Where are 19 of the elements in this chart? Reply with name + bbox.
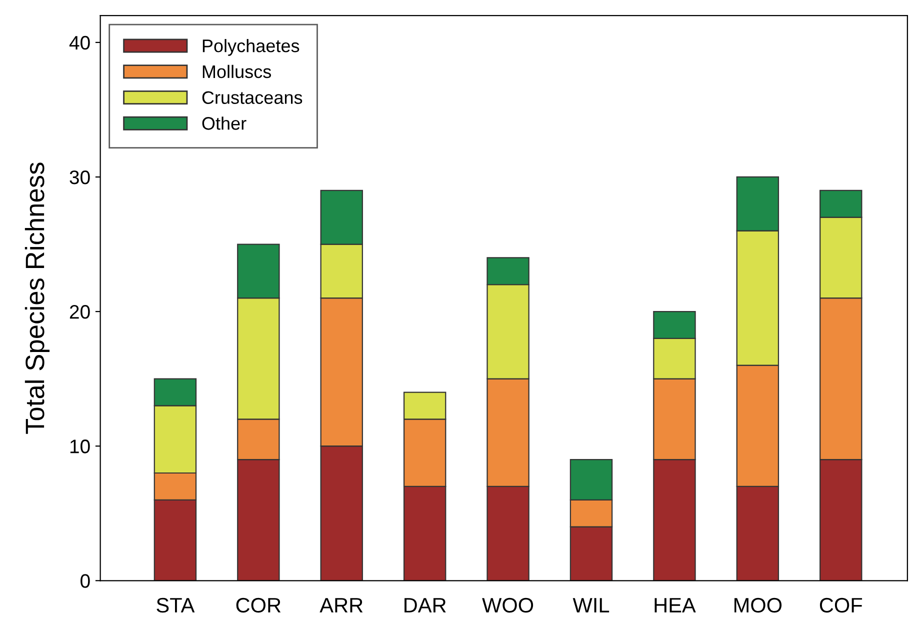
legend-label: Polychaetes [202,38,300,56]
legend-label: Molluscs [202,64,272,78]
x-tick-label: MOO [734,598,782,613]
legend-label: Other [202,116,246,130]
y-tick-label: 40 [69,36,90,50]
x-tick-label: COF [820,598,862,613]
y-axis-title: Total Species Richness [24,162,50,434]
y-tick-label: 20 [70,305,90,319]
x-tick-label: HEA [654,598,696,612]
x-tick-label: WIL [572,598,610,612]
x-tick-label: ARR [320,598,363,612]
x-tick-label: WOO [482,598,534,613]
legend-label: Crustaceans [202,91,302,104]
x-tick-label: DAR [404,598,446,612]
x-tick-label: COR [236,598,281,613]
y-tick-label: 10 [70,440,90,454]
y-tick-label: 0 [80,574,90,588]
y-tick-label: 30 [70,170,90,184]
x-tick-label: STA [156,598,195,613]
